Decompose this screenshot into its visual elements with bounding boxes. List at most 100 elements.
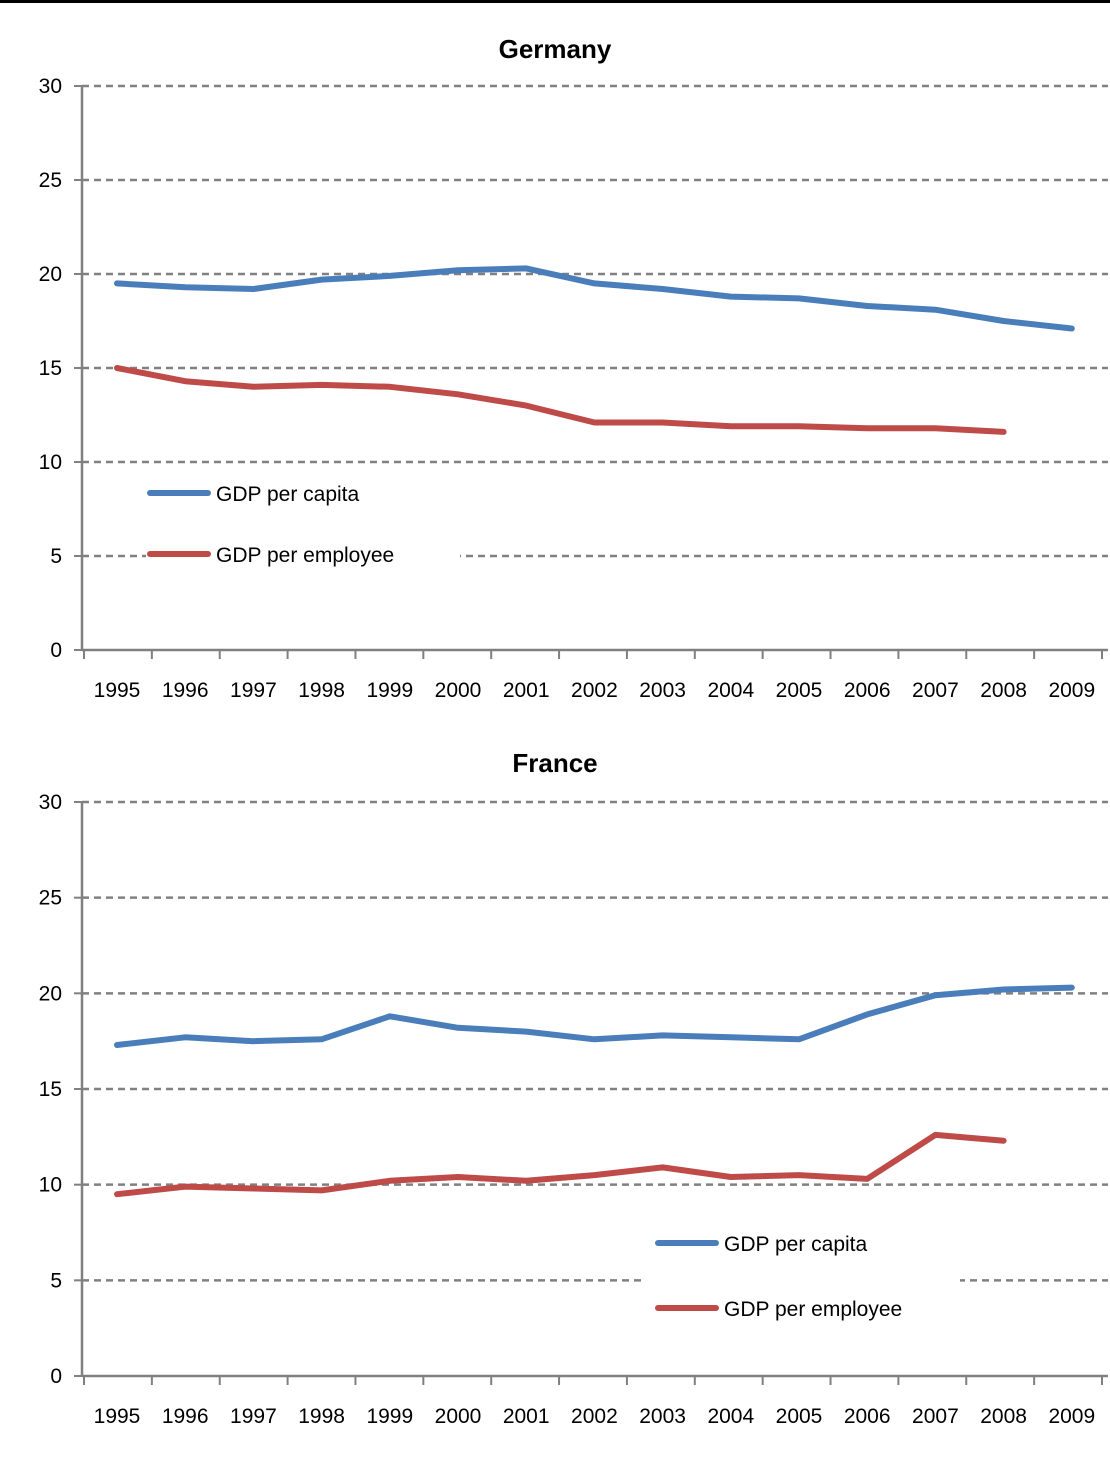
legend-label: GDP per employee [216, 544, 394, 567]
x-tick-label: 2002 [571, 679, 618, 702]
data-point [932, 1132, 938, 1138]
x-tick-label: 2003 [639, 679, 686, 702]
x-tick-label: 1998 [298, 679, 345, 702]
y-tick-label: 0 [50, 1365, 62, 1388]
data-point [796, 1172, 802, 1178]
data-point [250, 1038, 256, 1044]
x-tick-label: 2007 [912, 679, 959, 702]
data-point [796, 1036, 802, 1042]
x-tick-label: 1997 [230, 679, 277, 702]
data-point [864, 425, 870, 431]
data-point [591, 280, 597, 286]
data-point [1001, 318, 1007, 324]
y-tick-label: 15 [39, 357, 62, 380]
x-tick-label: 2000 [435, 1405, 482, 1428]
data-point [523, 1178, 529, 1184]
x-tick-label: 1999 [366, 679, 413, 702]
legend-label: GDP per capita [724, 1233, 868, 1256]
data-point [932, 425, 938, 431]
data-point [728, 1174, 734, 1180]
x-tick-label: 1997 [230, 1405, 277, 1428]
x-tick-label: 2009 [1048, 1405, 1095, 1428]
data-point [455, 267, 461, 273]
data-point [523, 1029, 529, 1035]
data-point [864, 1011, 870, 1017]
data-point [114, 280, 120, 286]
data-point [182, 284, 188, 290]
x-tick-label: 2003 [639, 1405, 686, 1428]
data-point [1001, 429, 1007, 435]
x-tick-label: 1995 [94, 1405, 141, 1428]
legend-background [146, 469, 460, 576]
data-point [387, 384, 393, 390]
data-point [114, 1191, 120, 1197]
data-point [182, 1034, 188, 1040]
x-tick-label: 1996 [162, 1405, 209, 1428]
data-point [523, 265, 529, 271]
y-tick-label: 0 [50, 639, 62, 662]
data-point [864, 303, 870, 309]
data-point [319, 277, 325, 283]
data-point [319, 382, 325, 388]
x-tick-label: 2000 [435, 679, 482, 702]
data-point [387, 1013, 393, 1019]
chart-1: France 0 5 10 15 20 25 30 1995 1996 1997 1998 1999 20… [39, 748, 1108, 1428]
data-point [864, 1176, 870, 1182]
x-tick-label: 2007 [912, 1405, 959, 1428]
x-tick-label: 1998 [298, 1405, 345, 1428]
x-tick-label: 1999 [366, 1405, 413, 1428]
data-point [387, 273, 393, 279]
x-tick-label: 2008 [980, 679, 1027, 702]
data-point [319, 1036, 325, 1042]
series-line-0 [114, 984, 1075, 1048]
data-point [114, 365, 120, 371]
chart-title: Germany [499, 34, 612, 64]
data-point [728, 294, 734, 300]
x-tick-label: 2009 [1048, 679, 1095, 702]
y-tick-label: 25 [39, 887, 62, 910]
data-point [660, 286, 666, 292]
x-tick-label: 2005 [776, 1405, 823, 1428]
data-point [319, 1187, 325, 1193]
data-point [932, 992, 938, 998]
y-tick-label: 25 [39, 169, 62, 192]
y-tick-label: 30 [39, 75, 62, 98]
data-point [660, 1032, 666, 1038]
data-point [796, 295, 802, 301]
x-tick-label: 1996 [162, 679, 209, 702]
data-point [660, 1164, 666, 1170]
legend-label: GDP per capita [216, 483, 360, 506]
x-tick-label: 2002 [571, 1405, 618, 1428]
x-tick-label: 2001 [503, 1405, 550, 1428]
y-tick-label: 10 [39, 1174, 62, 1197]
y-tick-label: 30 [39, 791, 62, 814]
data-point [182, 1184, 188, 1190]
x-tick-label: 2005 [776, 679, 823, 702]
data-point [728, 423, 734, 429]
y-tick-label: 10 [39, 451, 62, 474]
data-point [932, 307, 938, 313]
data-point [250, 286, 256, 292]
series-line-0 [114, 265, 1075, 332]
y-tick-label: 5 [50, 545, 62, 568]
data-point [523, 403, 529, 409]
chart-title: France [512, 748, 597, 778]
y-tick-label: 20 [39, 263, 62, 286]
data-point [114, 1042, 120, 1048]
data-point [796, 423, 802, 429]
data-point [455, 1174, 461, 1180]
x-tick-label: 2004 [707, 679, 754, 702]
legend-background [646, 1219, 960, 1330]
data-point [455, 1025, 461, 1031]
data-point [182, 378, 188, 384]
legend-label: GDP per employee [724, 1298, 902, 1321]
data-point [1069, 326, 1075, 332]
data-point [387, 1178, 393, 1184]
series-line-1 [114, 1131, 1007, 1198]
data-point [591, 1036, 597, 1042]
y-tick-label: 20 [39, 982, 62, 1005]
data-point [591, 420, 597, 426]
x-tick-label: 2008 [980, 1405, 1027, 1428]
series-line-1 [114, 365, 1007, 435]
